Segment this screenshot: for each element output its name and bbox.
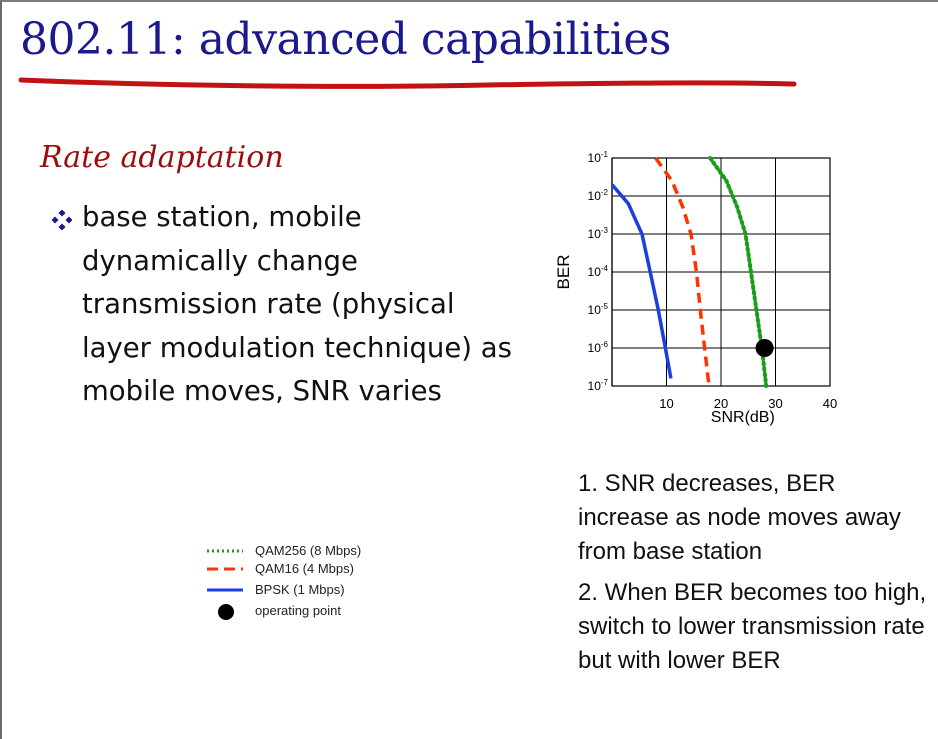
bullet-text: base station, mobile dynamically change … [82, 201, 512, 407]
note-ber-too-high: 2. When BER becomes too high, switch to … [578, 579, 927, 674]
y-tick-label: 10-6 [588, 340, 609, 355]
y-tick-label: 10-7 [588, 378, 609, 393]
legend-label: QAM16 (4 Mbps) [255, 561, 354, 576]
slide-title: 802.11: advanced capabilities [20, 14, 671, 65]
y-tick-label: 10-3 [588, 226, 609, 241]
note-snr-decreases: 1. SNR decreases, BER increase as node m… [578, 470, 901, 565]
plot-frame [611, 157, 831, 387]
ber-snr-chart: 10-1 10-2 10-3 10-4 10-5 10-6 10-7 10 20 30 40 SNR(… [554, 150, 837, 426]
legend-swatch [218, 604, 234, 620]
x-tick-label: 20 [714, 396, 728, 411]
legend-swatch [207, 567, 243, 571]
legend-label: QAM256 (8 Mbps) [255, 543, 362, 558]
y-tick-label: 10-2 [588, 188, 609, 203]
operating-point-marker [755, 339, 774, 357]
x-tick-label: 10 [659, 396, 673, 411]
y-tick-label: 10-1 [588, 150, 609, 165]
series-line-bpsk [610, 183, 673, 379]
series-line-qam16 [654, 156, 711, 387]
y-tick-label: 10-4 [588, 264, 609, 279]
section-subtitle: Rate adaptation [40, 140, 284, 175]
legend-swatch [207, 588, 243, 592]
title-underline [18, 77, 797, 89]
legend-label: BPSK (1 Mbps) [255, 582, 345, 597]
y-tick-label: 10-5 [588, 302, 609, 317]
diamond-bullet-icon [52, 210, 72, 230]
x-tick-label: 30 [768, 396, 782, 411]
x-tick-label: 40 [823, 396, 837, 411]
x-axis-label: SNR(dB) [711, 409, 775, 426]
slide-left-border [0, 0, 2, 739]
legend-swatch [207, 549, 243, 553]
slide-top-border [0, 0, 938, 2]
y-axis-label: BER [554, 255, 573, 290]
legend-label: operating point [255, 603, 342, 618]
